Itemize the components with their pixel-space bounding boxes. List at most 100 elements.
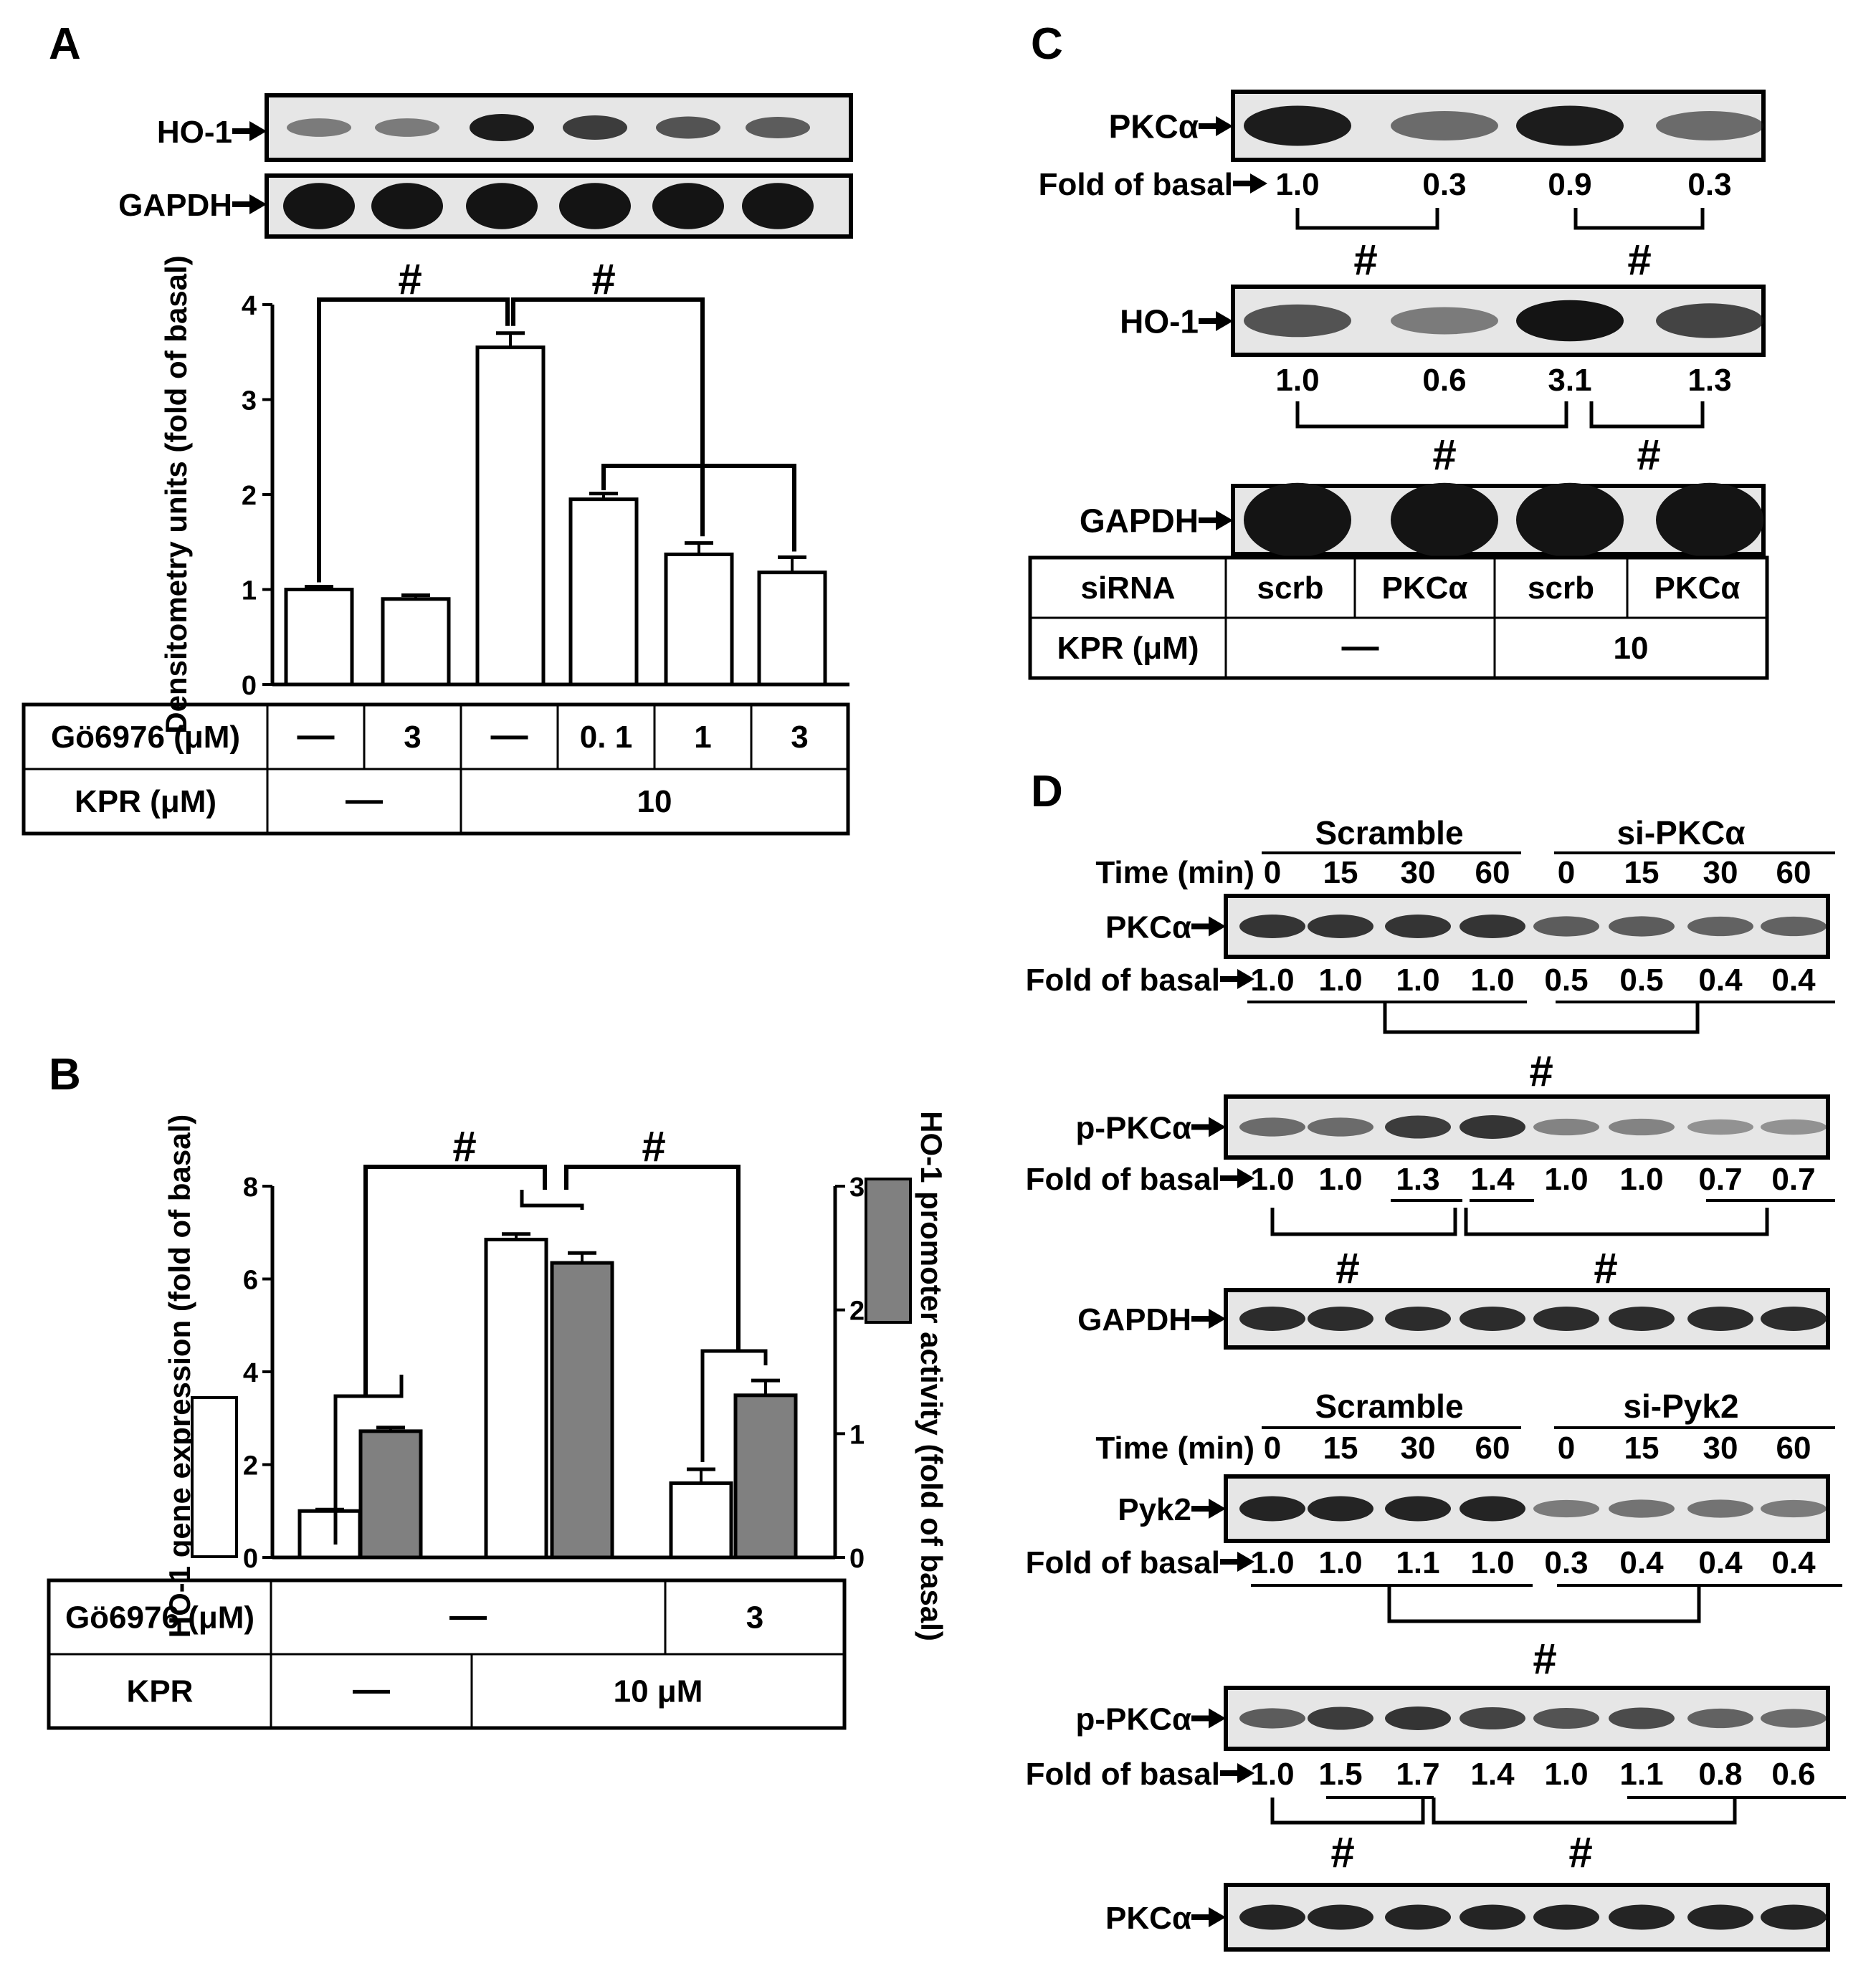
time-point: 15 <box>1624 1431 1660 1466</box>
fold-value: 0.8 <box>1698 1757 1742 1792</box>
pyk2-knockdown-blot-0-band <box>1609 1499 1675 1518</box>
blot-ho1-band <box>1244 304 1351 338</box>
blot-ho1-band <box>287 118 351 137</box>
table-b-row-label: KPR <box>127 1674 194 1709</box>
fold-value: 1.0 <box>1318 1545 1362 1580</box>
blot-ho1-band <box>1656 303 1763 338</box>
y-tick-label: 4 <box>242 291 257 321</box>
pyk2-knockdown-blot-0-band <box>1239 1496 1305 1522</box>
pkca-knockdown-blot-0-band <box>1385 915 1451 938</box>
sig-bracket <box>1295 208 1439 230</box>
blot-pkca-band <box>1244 105 1351 146</box>
bar-promoter-activity <box>733 1393 798 1560</box>
label-ho1-arrow-head <box>1216 311 1233 331</box>
pkca-knockdown-blot-1-fold-label: Fold of basal <box>1026 1162 1220 1197</box>
table-a-dash: — <box>297 715 335 756</box>
panel-b-letter: B <box>49 1050 81 1099</box>
table-a-cell: 3 <box>404 720 421 755</box>
y-tick-label-right: 0 <box>849 1544 865 1574</box>
fold-value: 1.7 <box>1396 1757 1439 1792</box>
pkca-knockdown-blot-1-label: p-PKCα <box>1076 1110 1191 1145</box>
fold-value: 0.3 <box>1687 167 1731 202</box>
y-tick-label-right: 3 <box>849 1173 865 1203</box>
group-header-si: si-PKCα <box>1616 814 1745 851</box>
pyk2-knockdown-blot-1-fold-label: Fold of basal <box>1026 1757 1220 1792</box>
fold-value: 1.0 <box>1250 963 1294 998</box>
table-b-cell: 10 μM <box>614 1674 703 1709</box>
y-tick-label: 2 <box>242 481 257 511</box>
pyk2-knockdown-blot-0-label-arrow-head <box>1209 1499 1226 1519</box>
pkca-knockdown-blot-0-fold-label: Fold of basal <box>1026 963 1220 998</box>
fold-value: 1.0 <box>1470 1545 1514 1580</box>
sig-bracket <box>601 464 796 552</box>
time-point: 60 <box>1475 1431 1510 1466</box>
pyk2-knockdown-blot-2-band <box>1460 1904 1525 1930</box>
blot-gapdh-band <box>652 183 724 229</box>
bar <box>284 588 354 687</box>
label-gapdh-arrow-head <box>1216 510 1233 530</box>
significance-mark: # <box>1568 1828 1592 1876</box>
significance-mark: # <box>1637 431 1660 479</box>
bar-gene-expression <box>669 1481 733 1560</box>
blot-gapdh-band <box>466 183 538 229</box>
pyk2-knockdown-blot-2-label-arrow-head <box>1209 1907 1226 1927</box>
sig-bracket <box>1432 1798 1737 1825</box>
time-point: 0 <box>1558 1431 1575 1466</box>
table-b-dash: — <box>353 1669 390 1711</box>
time-point: 30 <box>1401 1431 1436 1466</box>
pyk2-knockdown-blot-1-label-arrow-head <box>1209 1708 1226 1729</box>
label-ho1: HO-1 <box>157 115 232 150</box>
blot-ho1-band <box>470 113 534 142</box>
bar-promoter-activity <box>358 1429 423 1560</box>
pyk2-knockdown-blot-0-band <box>1460 1496 1525 1522</box>
panel-a-letter: A <box>49 19 81 69</box>
sig-bracket <box>363 1165 547 1396</box>
table-a-cell: 10 <box>637 784 672 819</box>
time-point: 15 <box>1323 1431 1358 1466</box>
pkca-knockdown-blot-0-band <box>1609 916 1675 937</box>
blot-gapdh-band <box>1516 482 1624 558</box>
blot-gapdh-band <box>1656 482 1763 558</box>
label-ho1: HO-1 <box>1120 303 1199 340</box>
time-point: 60 <box>1475 855 1510 890</box>
legend-swatch-gray <box>865 1178 912 1324</box>
pyk2-knockdown-blot-1-band <box>1687 1708 1753 1729</box>
blot-gapdh-band <box>1391 482 1498 558</box>
pkca-knockdown-blot-0-band <box>1308 915 1373 938</box>
time-point: 15 <box>1624 855 1660 890</box>
pair-bracket <box>700 1349 768 1462</box>
fold-of-basal-label-arrow-head <box>1250 173 1267 194</box>
fold-of-basal-label: Fold of basal <box>1039 167 1233 202</box>
label-gapdh: GAPDH <box>1080 502 1199 540</box>
pyk2-knockdown-blot-1-fold-label-arrow-head <box>1237 1763 1254 1783</box>
pkca-knockdown-blot-2-band <box>1609 1307 1675 1331</box>
sig-bracket <box>1295 401 1568 429</box>
bar-gene-expression <box>484 1237 548 1560</box>
y-axis-label-left: HO-1 gene expression (fold of basal) <box>163 1114 196 1638</box>
fold-value: 0.6 <box>1771 1757 1815 1792</box>
table-a-cell: 3 <box>791 720 808 755</box>
fold-value: 1.0 <box>1250 1162 1294 1197</box>
group-header-scramble: Scramble <box>1315 814 1463 851</box>
y-tick-label: 1 <box>242 576 257 606</box>
blot-ho1-band <box>746 117 810 138</box>
time-point: 60 <box>1776 1431 1811 1466</box>
panel-c-letter: C <box>1031 19 1063 69</box>
fold-value: 1.0 <box>1544 1162 1588 1197</box>
time-point: 30 <box>1703 855 1738 890</box>
pkca-knockdown-blot-1-label-arrow-head <box>1209 1117 1226 1137</box>
table-c-row-label: siRNA <box>1080 571 1175 606</box>
panel-c: PKCα Fold of basal 1.0 0.3 0.9 0.3 HO-1 1.0 0.6 3… <box>1028 90 1769 680</box>
time-point: 30 <box>1703 1431 1738 1466</box>
panel-d: Scramble si-PKCα Time (min) 0 15 30 60 0 15 30 60 P… <box>1026 814 1846 1952</box>
significance-mark: # <box>1330 1828 1354 1876</box>
label-pkca: PKCα <box>1109 108 1199 145</box>
sig-bracket <box>511 297 705 537</box>
pair-bracket <box>520 1190 584 1210</box>
pkca-knockdown-blot-2-label-arrow-head <box>1209 1309 1226 1329</box>
sig-bracket <box>1383 1002 1700 1034</box>
sig-bracket <box>1270 1798 1425 1825</box>
fold-value: 1.3 <box>1396 1162 1439 1197</box>
label-gapdh: GAPDH <box>118 188 232 223</box>
pkca-knockdown-blot-1-band <box>1609 1118 1675 1136</box>
